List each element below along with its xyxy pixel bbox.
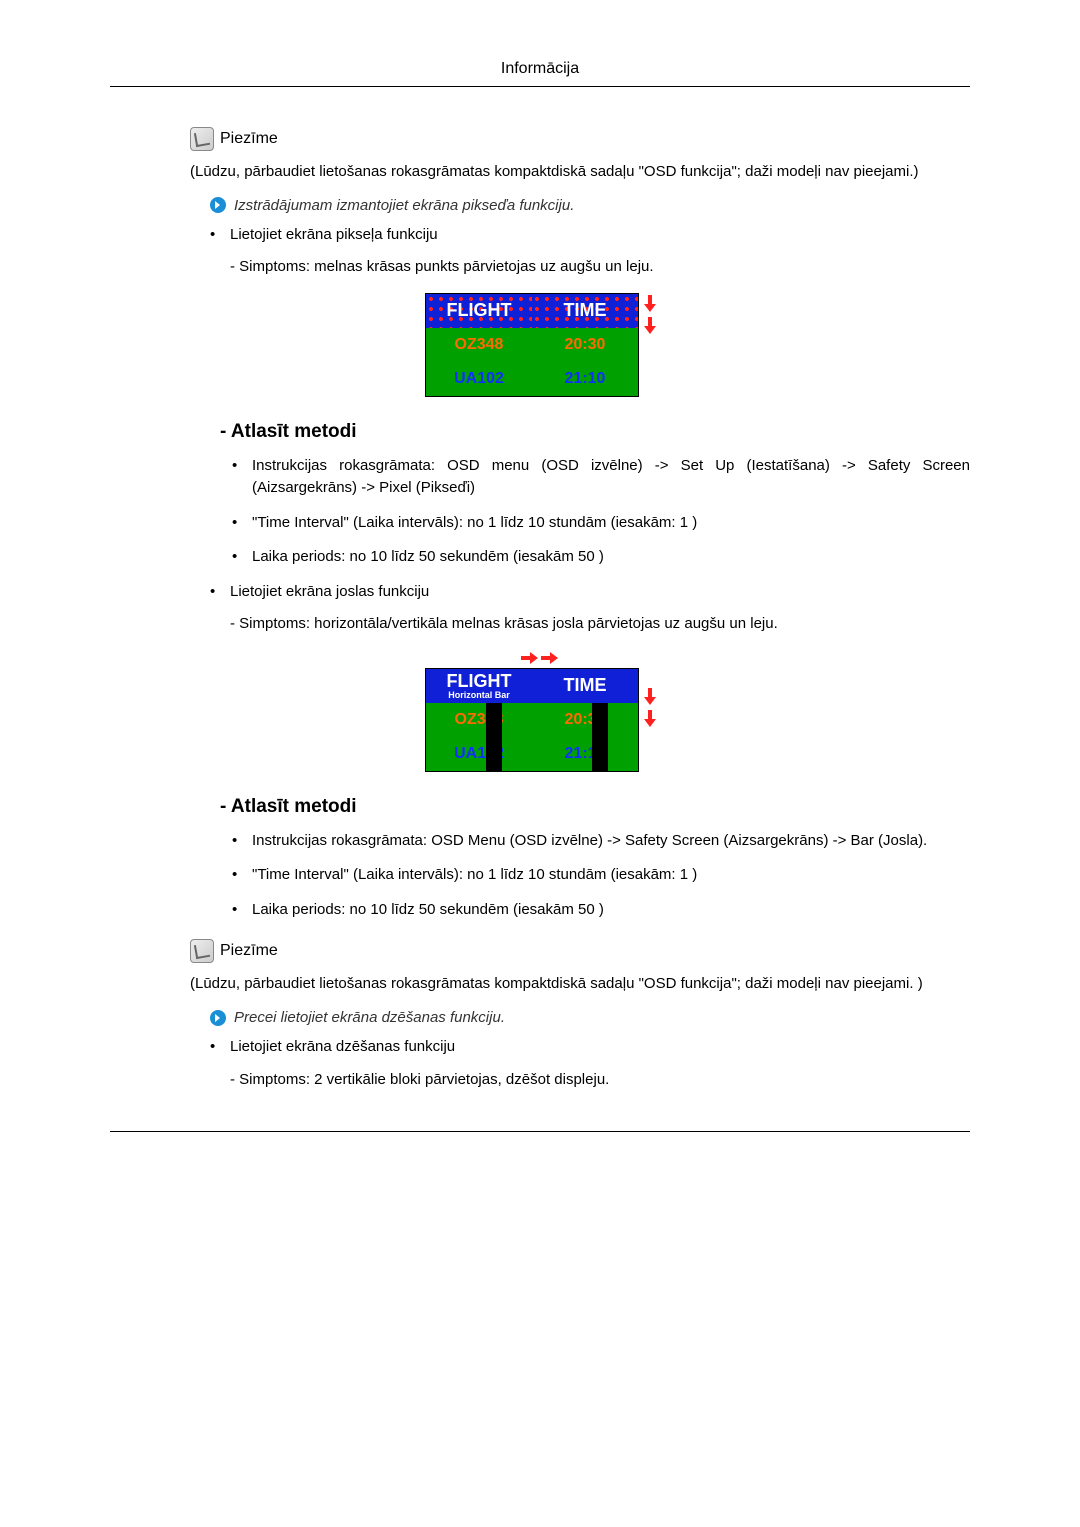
list-item: Lietojiet ekrāna dzēšanas funkciju — [210, 1036, 970, 1059]
figure-bar-table: FLIGHT Horizontal Bar TIME OZ348 20:30 U… — [110, 650, 970, 772]
method-list: Instrukcijas rokasgrāmata: OSD menu (OSD… — [232, 455, 970, 569]
note-label: Piezīme — [220, 130, 278, 148]
bullet-list: Lietojiet ekrāna joslas funkciju — [210, 581, 970, 604]
bullet-list: Lietojiet ekrāna pikseļa funkciju — [210, 224, 970, 247]
vertical-black-bar — [486, 703, 502, 771]
table-cell: UA102 — [426, 737, 532, 771]
note-block: Piezīme — [190, 939, 970, 963]
tip-text: Precei lietojiet ekrāna dzēšanas funkcij… — [234, 1009, 505, 1026]
table-cell: OZ348 — [426, 328, 532, 362]
vertical-black-bar — [592, 703, 608, 771]
list-item: Lietojiet ekrāna pikseļa funkciju — [210, 224, 970, 247]
section-heading: - Atlasīt metodi — [220, 796, 970, 818]
table-cell: 21:10 — [532, 737, 638, 771]
table-cell: UA102 — [426, 362, 532, 396]
down-arrows-icon — [645, 668, 655, 730]
table-cell: 20:30 — [532, 328, 638, 362]
bullet-list: Lietojiet ekrāna dzēšanas funkciju — [210, 1036, 970, 1059]
table-header: TIME — [532, 669, 638, 703]
note-text: (Lūdzu, pārbaudiet lietošanas rokasgrāma… — [190, 973, 970, 995]
list-item: Instrukcijas rokasgrāmata: OSD Menu (OSD… — [232, 830, 970, 853]
down-arrows-icon — [645, 293, 655, 337]
symptom-line: - Simptoms: melnas krāsas punkts pārviet… — [230, 256, 970, 279]
list-item: "Time Interval" (Laika intervāls): no 1 … — [232, 864, 970, 887]
note-icon — [190, 939, 214, 963]
tip-text: Izstrādājumam izmantojiet ekrāna pikseďa… — [234, 197, 574, 214]
table-header: TIME — [532, 294, 638, 328]
list-item: Lietojiet ekrāna joslas funkciju — [210, 581, 970, 604]
note-text: (Lūdzu, pārbaudiet lietošanas rokasgrāma… — [190, 161, 970, 183]
table-cell: 21:10 — [532, 362, 638, 396]
list-item: Laika periods: no 10 līdz 50 sekundēm (i… — [232, 546, 970, 569]
tip-row: Izstrādājumam izmantojiet ekrāna pikseďa… — [210, 197, 970, 214]
right-arrows-icon — [425, 650, 655, 666]
section-heading: - Atlasīt metodi — [220, 421, 970, 443]
note-block: Piezīme — [190, 127, 970, 151]
note-icon — [190, 127, 214, 151]
arrow-bullet-icon — [210, 197, 226, 213]
table-header: FLIGHT — [426, 294, 532, 328]
symptom-line: - Simptoms: horizontāla/vertikāla melnas… — [230, 613, 970, 636]
symptom-line: - Simptoms: 2 vertikālie bloki pārvietoj… — [230, 1069, 970, 1092]
page-header-title: Informācija — [110, 60, 970, 87]
tip-row: Precei lietojiet ekrāna dzēšanas funkcij… — [210, 1009, 970, 1026]
list-item: Laika periods: no 10 līdz 50 sekundēm (i… — [232, 899, 970, 922]
note-label: Piezīme — [220, 942, 278, 960]
document-page: Informācija Piezīme (Lūdzu, pārbaudiet l… — [0, 0, 1080, 1212]
table-header-sublabel: Horizontal Bar — [448, 690, 510, 700]
footer-rule — [110, 1131, 970, 1132]
table-cell: 20:30 — [532, 703, 638, 737]
list-item: Instrukcijas rokasgrāmata: OSD menu (OSD… — [232, 455, 970, 500]
figure-pixel-table: FLIGHT TIME OZ348 20:30 UA102 21:10 — [110, 293, 970, 397]
table-cell: OZ348 — [426, 703, 532, 737]
list-item: "Time Interval" (Laika intervāls): no 1 … — [232, 512, 970, 535]
table-header: FLIGHT Horizontal Bar — [426, 669, 532, 703]
arrow-bullet-icon — [210, 1010, 226, 1026]
method-list: Instrukcijas rokasgrāmata: OSD Menu (OSD… — [232, 830, 970, 922]
